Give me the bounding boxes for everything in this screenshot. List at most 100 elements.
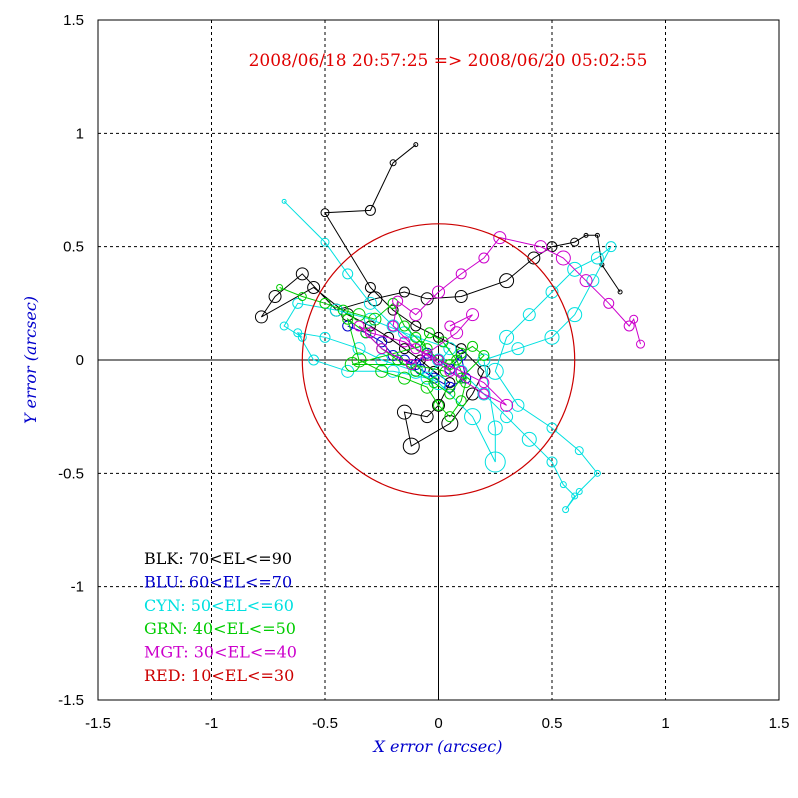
- legend-entry: RED: 10<EL<=30: [144, 666, 294, 685]
- x-tick-label: 0: [434, 715, 442, 732]
- data-point: [432, 285, 445, 299]
- legend-entry: CYN: 50<EL<=60: [144, 596, 294, 615]
- data-point: [420, 292, 434, 306]
- data-point: [397, 326, 411, 340]
- data-point: [500, 398, 514, 412]
- data-point: [376, 343, 388, 355]
- legend-entry: BLU: 60<EL<=70: [144, 572, 292, 591]
- data-point: [410, 331, 422, 343]
- data-point: [320, 208, 330, 218]
- data-point: [534, 240, 548, 254]
- data-point: [487, 420, 503, 436]
- data-point: [555, 250, 571, 266]
- data-point: [375, 364, 389, 378]
- data-point: [363, 296, 377, 310]
- grid-lines: [98, 20, 779, 700]
- legend-entry: MGT: 30<EL<=40: [144, 643, 297, 662]
- data-point: [521, 431, 537, 447]
- data-point: [295, 267, 309, 281]
- data-point: [432, 398, 445, 412]
- data-point: [590, 251, 604, 265]
- data-point: [353, 320, 365, 332]
- data-point: [559, 481, 567, 489]
- reference-circle: [301, 223, 576, 497]
- data-point: [420, 410, 434, 424]
- data-point: [455, 268, 467, 280]
- data-point: [499, 329, 515, 345]
- data-point: [511, 398, 525, 412]
- y-tick-label: -0.5: [58, 465, 84, 482]
- data-point: [337, 304, 349, 316]
- data-point: [428, 365, 440, 377]
- data-point: [297, 332, 307, 342]
- data-point: [268, 290, 282, 304]
- data-point: [441, 414, 459, 432]
- data-point: [562, 506, 570, 514]
- data-point: [579, 274, 593, 288]
- series-line: [283, 200, 612, 510]
- data-point: [454, 290, 468, 304]
- chart-title: 2008/06/18 20:57:25 => 2008/06/20 05:02:…: [249, 51, 648, 71]
- data-point: [460, 377, 472, 389]
- data-point: [617, 289, 623, 295]
- data-point: [478, 377, 490, 389]
- data-point: [292, 297, 304, 309]
- data-point: [567, 307, 583, 323]
- x-axis-label: X error (arcsec): [372, 737, 503, 756]
- data-point: [387, 320, 399, 332]
- data-point: [636, 339, 646, 349]
- data-point: [623, 320, 635, 332]
- data-point: [420, 380, 434, 394]
- data-point: [405, 359, 417, 371]
- data-point: [499, 273, 515, 289]
- data-point: [396, 404, 412, 420]
- data-point: [307, 280, 321, 294]
- data-point: [455, 395, 467, 407]
- series-group: [279, 198, 617, 514]
- data-point: [433, 354, 444, 366]
- x-tick-label: -0.5: [312, 715, 338, 732]
- data-point: [281, 198, 287, 204]
- data-point: [575, 487, 583, 495]
- data-point: [444, 388, 456, 400]
- y-tick-label: 1: [76, 125, 84, 142]
- data-point: [344, 357, 360, 373]
- data-point: [342, 313, 354, 325]
- data-point: [342, 268, 354, 280]
- data-point: [478, 252, 490, 264]
- data-point: [254, 310, 268, 324]
- data-point: [398, 286, 410, 298]
- data-point: [478, 349, 490, 361]
- x-tick-label: 0.5: [542, 715, 563, 732]
- data-point: [432, 353, 445, 367]
- data-point: [511, 342, 525, 356]
- data-point: [319, 297, 331, 309]
- data-point: [409, 308, 423, 322]
- data-point: [433, 399, 444, 411]
- x-tick-label: 1: [661, 715, 669, 732]
- data-point: [320, 237, 330, 247]
- data-point: [276, 283, 284, 291]
- data-point: [605, 241, 617, 253]
- data-point: [386, 364, 400, 378]
- series-line: [358, 237, 641, 406]
- y-tick-label: -1.5: [58, 692, 84, 709]
- data-point: [297, 292, 307, 302]
- data-point: [583, 232, 589, 238]
- data-point: [451, 354, 463, 366]
- data-point: [363, 312, 377, 326]
- data-point: [398, 320, 410, 332]
- x-tick-label: -1.5: [85, 715, 111, 732]
- data-point: [444, 411, 456, 423]
- series-group: [353, 231, 646, 412]
- x-tick-label: -1: [205, 715, 218, 732]
- data-point: [364, 204, 376, 216]
- data-point: [376, 336, 388, 348]
- data-point: [443, 342, 457, 356]
- y-tick-label: -1: [71, 579, 84, 596]
- data-point: [352, 342, 366, 356]
- y-tick-labels: -1.5 -1 -0.5 0 0.5 1 1.5: [58, 12, 84, 709]
- data-point: [603, 297, 615, 309]
- y-tick-label: 0.5: [63, 239, 84, 256]
- legend-entry: GRN: 40<EL<=50: [144, 619, 296, 638]
